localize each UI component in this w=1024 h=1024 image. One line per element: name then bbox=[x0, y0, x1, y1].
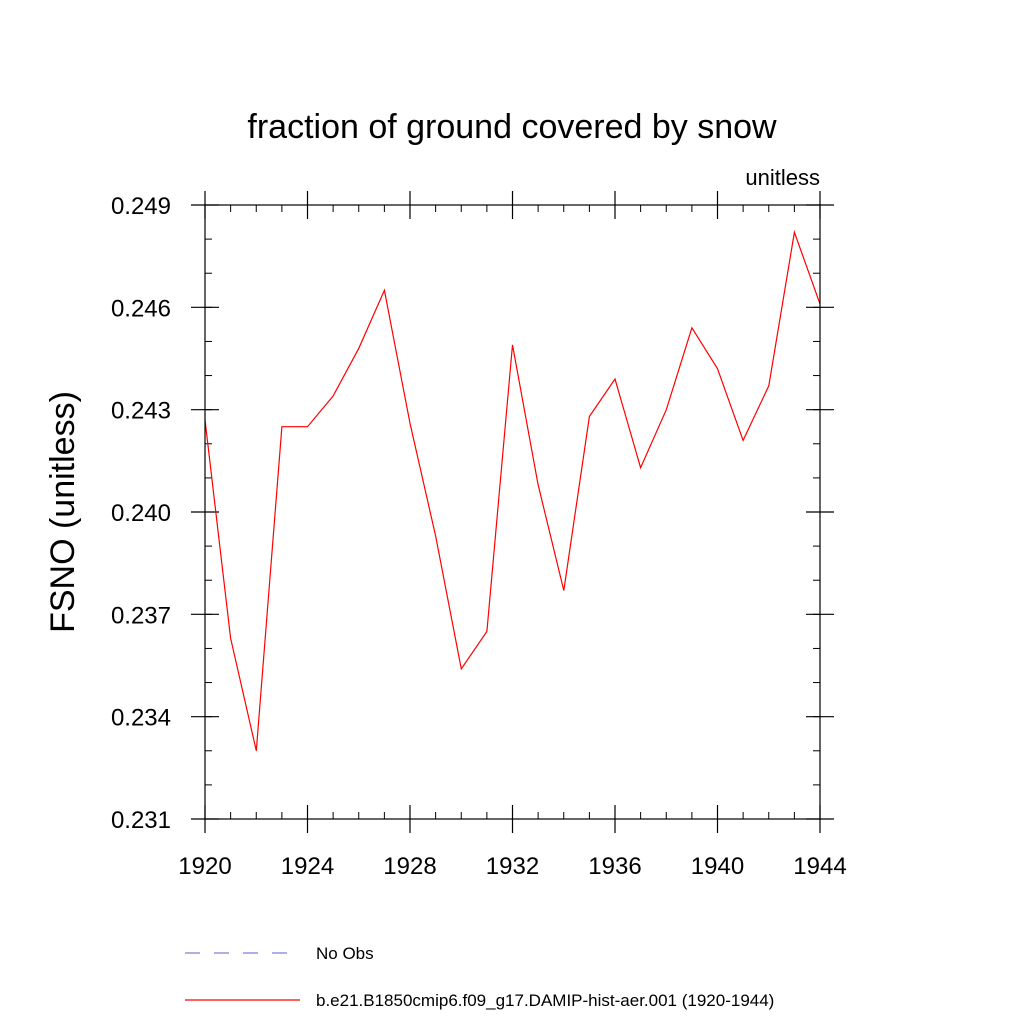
units-label: unitless bbox=[745, 165, 820, 190]
tick-labels: 1920 1924 1928 1932 1936 1940 1944 0.231 0.234 0.… bbox=[111, 193, 847, 880]
y-tick-label: 0.246 bbox=[111, 295, 171, 322]
y-tick-label: 0.240 bbox=[111, 500, 171, 527]
y-tick-label: 0.243 bbox=[111, 398, 171, 425]
y-tick-label: 0.231 bbox=[111, 807, 171, 834]
y-tick-label: 0.249 bbox=[111, 193, 171, 220]
x-tick-label: 1940 bbox=[691, 853, 744, 880]
series-layer bbox=[204, 229, 821, 751]
legend-label-series: b.e21.B1850cmip6.f09_g17.DAMIP-hist-aer.… bbox=[316, 991, 774, 1010]
x-tick-label: 1944 bbox=[793, 853, 846, 880]
x-tick-label: 1920 bbox=[178, 853, 231, 880]
y-tick-label: 0.234 bbox=[111, 705, 171, 732]
series-line bbox=[204, 229, 821, 751]
axis-ticks bbox=[191, 191, 834, 833]
legend: No Obs b.e21.B1850cmip6.f09_g17.DAMIP-hi… bbox=[185, 944, 774, 1010]
x-tick-label: 1936 bbox=[588, 853, 641, 880]
y-tick-label: 0.237 bbox=[111, 602, 171, 629]
x-tick-label: 1924 bbox=[281, 853, 334, 880]
legend-label-no-obs: No Obs bbox=[316, 944, 374, 963]
chart-title: fraction of ground covered by snow bbox=[247, 108, 777, 146]
x-tick-label: 1932 bbox=[486, 853, 539, 880]
plot-frame bbox=[204, 204, 821, 820]
x-tick-label: 1928 bbox=[383, 853, 436, 880]
y-axis-label: FSNO (unitless) bbox=[44, 391, 82, 633]
